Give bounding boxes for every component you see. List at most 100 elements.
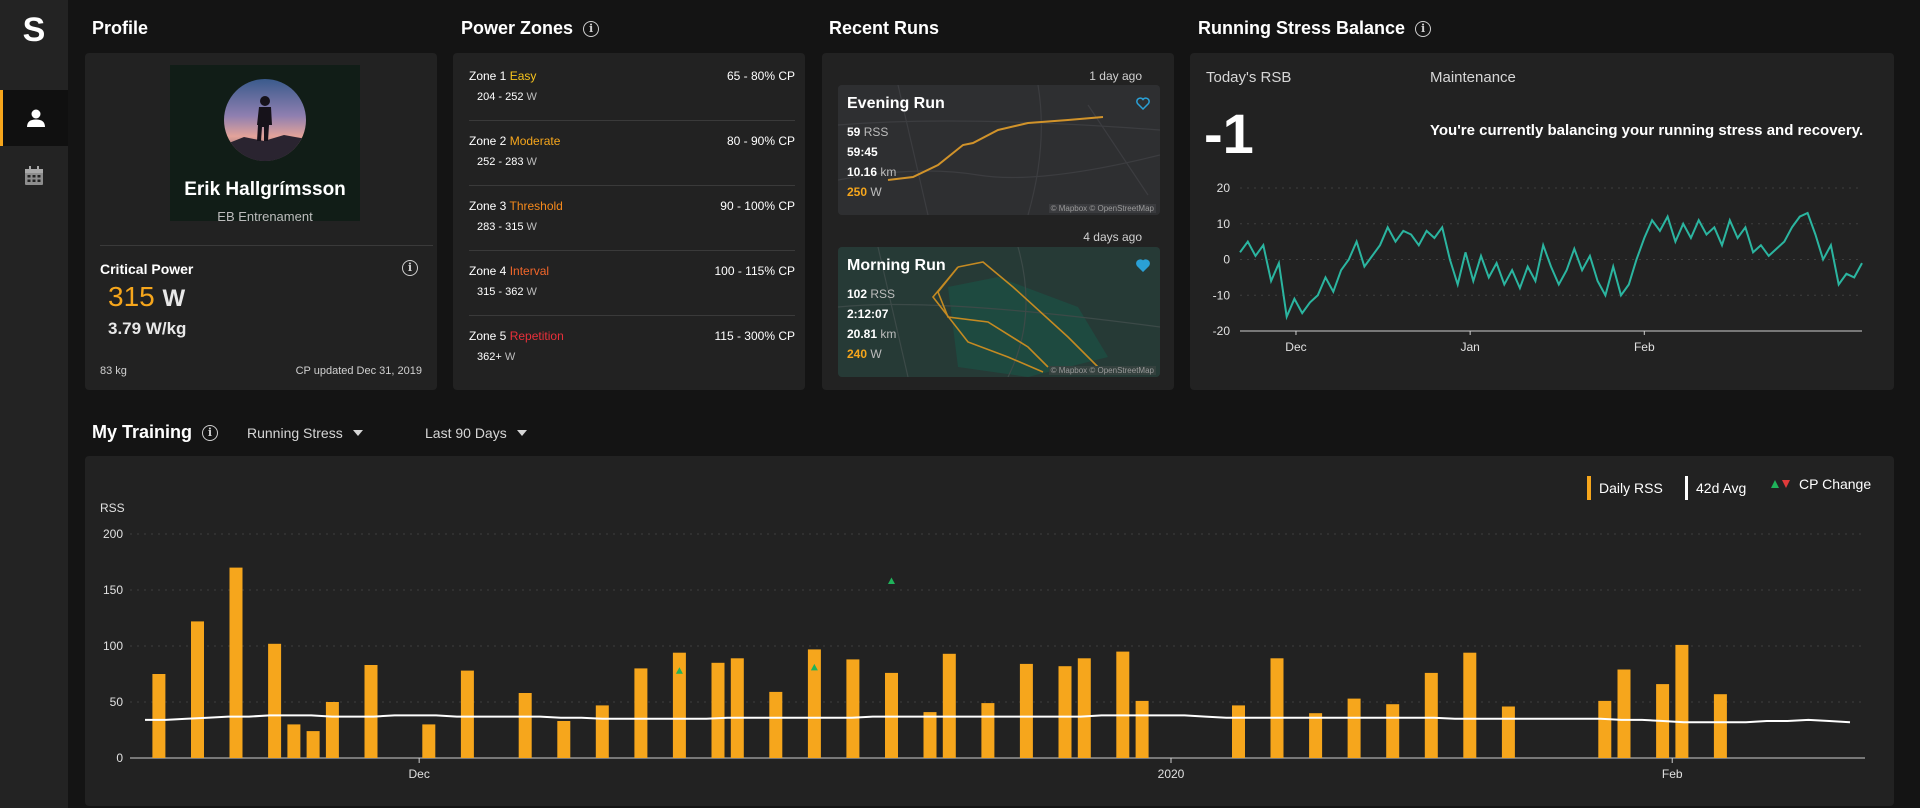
nav-profile-button[interactable] [0,90,68,146]
run-card-morning[interactable]: Morning Run 102 RSS 2:12:07 20.81 km 240… [838,247,1160,377]
x-tick-label: Feb [1634,340,1655,354]
y-tick-label: -20 [1213,324,1231,338]
zone-watts: 362+ W [477,351,516,363]
rss-bar [1270,658,1284,758]
zone-percent: 80 - 90% CP [726,134,795,148]
run-map [838,85,1160,215]
rss-bar [981,703,995,758]
chevron-down-icon [516,430,527,436]
run-card-evening[interactable]: Evening Run 59 RSS 59:45 10.16 km 250 W … [838,85,1160,215]
range-dropdown[interactable]: Last 90 Days [425,425,527,441]
run-rss: 59 RSS [847,125,889,139]
rss-bar [1675,644,1689,758]
info-icon[interactable]: i [202,424,219,441]
legend-cp[interactable]: CP Change [1771,476,1871,492]
rsb-section-title: Running Stress Balance i [1198,18,1432,39]
heart-filled-icon[interactable] [1136,259,1150,272]
range-dropdown-label: Last 90 Days [425,425,507,441]
zone-percent: 65 - 80% CP [726,69,795,83]
zone-percent: 90 - 100% CP [720,199,795,213]
run-distance: 20.81 km [847,327,897,341]
rss-bar [1077,658,1091,758]
zone-name: Zone 1 Easy [469,69,537,83]
rsb-status-label: Maintenance [1430,69,1516,86]
legend-daily-label: Daily RSS [1599,480,1663,496]
legend-avg[interactable]: 42d Avg [1685,476,1746,500]
rss-bar [1116,651,1130,758]
run-title: Morning Run [847,257,946,274]
zone-row[interactable]: Zone 2 Moderate 80 - 90% CP 252 - 283 W [469,122,795,186]
run-ago: 1 day ago [1089,69,1142,83]
rss-bar [518,693,532,758]
map-attribution: © Mapbox © OpenStreetMap [1048,204,1156,213]
recent-runs-title: Recent Runs [829,18,940,38]
rss-bar [460,670,474,758]
zone-name: Zone 2 Moderate [469,134,561,148]
rsb-status-text: You're currently balancing your running … [1430,122,1864,139]
avatar-image [224,79,306,161]
rss-bar [152,674,166,758]
zone-percent: 100 - 115% CP [714,264,796,278]
x-tick-label: Dec [1285,340,1306,354]
cp-unit: W [162,285,186,312]
rss-bar [229,567,243,758]
metric-dropdown[interactable]: Running Stress [247,425,363,441]
zone-watts: 204 - 252 W [477,91,537,103]
cp-change-marker [675,667,683,674]
rss-bar [1424,672,1438,758]
y-tick-label: 50 [110,695,124,709]
rss-bar [711,662,725,758]
divider [100,245,433,246]
zone-row[interactable]: Zone 3 Threshold 90 - 100% CP 283 - 315 … [469,187,795,251]
avatar[interactable] [224,79,306,161]
rss-bar [191,621,204,758]
rss-bar [769,691,783,758]
info-icon[interactable]: i [583,20,600,37]
rss-bar [730,658,744,758]
zone-row[interactable]: Zone 5 Repetition 115 - 300% CP 362+ W [469,317,795,381]
y-axis-label: RSS [100,501,125,515]
run-distance: 10.16 km [847,165,897,179]
rss-bar [846,659,860,758]
rss-bar [422,724,436,758]
rss-bar [1617,669,1631,758]
y-tick-label: 200 [103,527,123,541]
y-tick-label: 10 [1217,217,1231,231]
y-tick-label: 20 [1217,181,1231,195]
legend-avg-swatch [1685,476,1688,500]
x-tick-label: 2020 [1158,767,1185,781]
legend-daily[interactable]: Daily RSS [1587,476,1663,500]
rsb-today-value: -1 [1204,102,1254,165]
sidebar: S [0,0,68,808]
rss-bar [268,643,282,758]
training-card: Daily RSS 42d Avg CP Change RSS 0 50 100 150… [85,456,1894,806]
cp-label: Critical Power [100,261,194,277]
rss-bar [557,721,571,758]
rsb-title: Running Stress Balance [1198,18,1406,38]
nav-calendar-button[interactable] [0,148,68,204]
rss-bar [923,712,937,758]
zone-row[interactable]: Zone 1 Easy 65 - 80% CP 204 - 252 W [469,57,795,121]
zone-row[interactable]: Zone 4 Interval 100 - 115% CP 315 - 362 … [469,252,795,316]
run-map [838,247,1160,377]
info-icon[interactable]: i [1415,20,1432,37]
power-zones-section-title: Power Zones i [461,18,600,39]
run-power: 250 W [847,185,882,199]
cp-value-number: 315 [108,281,155,312]
rss-bar [672,652,686,758]
zone-watts: 252 - 283 W [477,156,537,168]
power-zones-title: Power Zones [461,18,574,38]
recent-runs-card: 1 day ago Evening Run 59 RSS 59:45 10.16… [822,53,1174,390]
info-icon[interactable]: i [402,260,418,276]
heart-icon[interactable] [1136,97,1150,110]
app-logo[interactable]: S [22,11,46,49]
recent-runs-section-title: Recent Runs [829,18,939,39]
rss-bar [1135,700,1149,758]
zone-name: Zone 3 Threshold [469,199,563,213]
y-tick-label: 0 [116,751,123,765]
rss-bar [1058,666,1072,758]
run-duration: 2:12:07 [847,307,889,321]
rss-bar [942,653,956,758]
rss-bar [885,672,898,758]
rss-bar [595,705,609,758]
